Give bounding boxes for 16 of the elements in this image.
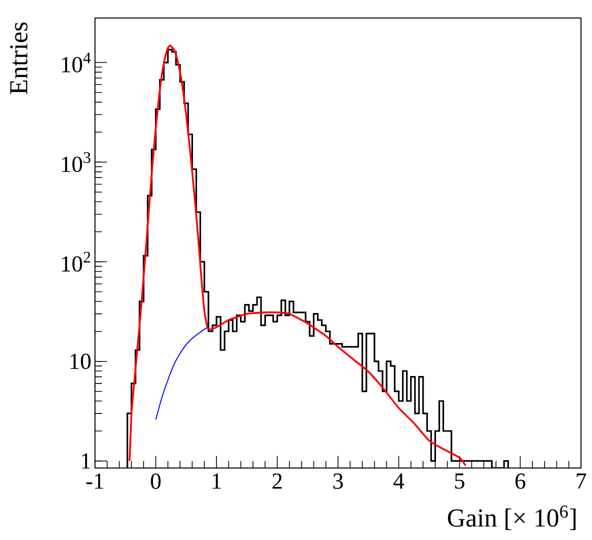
x-tick-label: 7 xyxy=(576,474,586,489)
y-axis-title: Entries xyxy=(10,22,28,94)
x-tick-label: 6 xyxy=(516,474,526,489)
x-tick-label: 2 xyxy=(272,474,282,489)
x-tick-label: -1 xyxy=(86,474,104,489)
x-tick-label: 5 xyxy=(455,474,464,489)
y-tick-label: 10$^{2}$ xyxy=(62,252,90,272)
x-axis-title: Gain [× 10$^{6}$] xyxy=(448,506,576,530)
x-tick-label: 0 xyxy=(150,474,161,489)
x-tick-label: 4 xyxy=(393,474,404,489)
x-tick-label: 1 xyxy=(212,474,221,489)
y-tick-label: 10$^{4}$ xyxy=(62,52,91,72)
y-tick-label: 1 xyxy=(82,453,90,469)
x-tick-label: 3 xyxy=(333,474,343,489)
y-tick-label: 10 xyxy=(70,354,91,370)
y-tick-label: 10$^{3}$ xyxy=(62,152,90,172)
